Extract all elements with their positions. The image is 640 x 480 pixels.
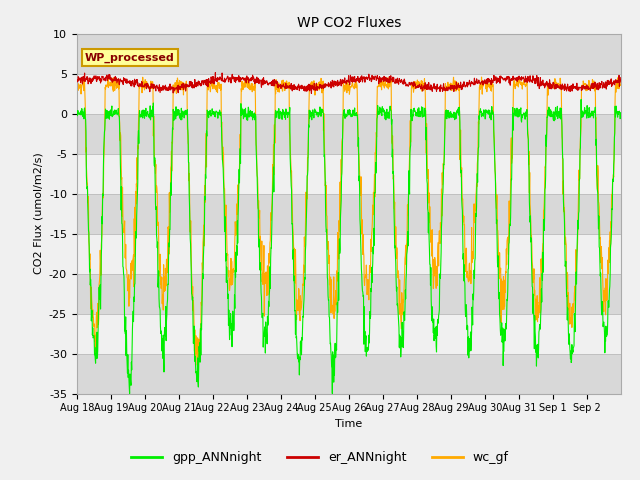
Bar	[77, 193, 621, 234]
X-axis label: Time: Time	[335, 419, 362, 429]
Bar	[77, 73, 621, 114]
Bar	[77, 354, 621, 394]
Y-axis label: CO2 Flux (umol/m2/s): CO2 Flux (umol/m2/s)	[33, 153, 44, 275]
Bar	[77, 313, 621, 354]
Bar	[77, 154, 621, 193]
Legend: gpp_ANNnight, er_ANNnight, wc_gf: gpp_ANNnight, er_ANNnight, wc_gf	[126, 446, 514, 469]
Bar	[77, 274, 621, 313]
Text: WP_processed: WP_processed	[85, 53, 175, 63]
Bar	[77, 114, 621, 154]
Bar	[77, 234, 621, 274]
Bar	[77, 34, 621, 73]
Title: WP CO2 Fluxes: WP CO2 Fluxes	[296, 16, 401, 30]
